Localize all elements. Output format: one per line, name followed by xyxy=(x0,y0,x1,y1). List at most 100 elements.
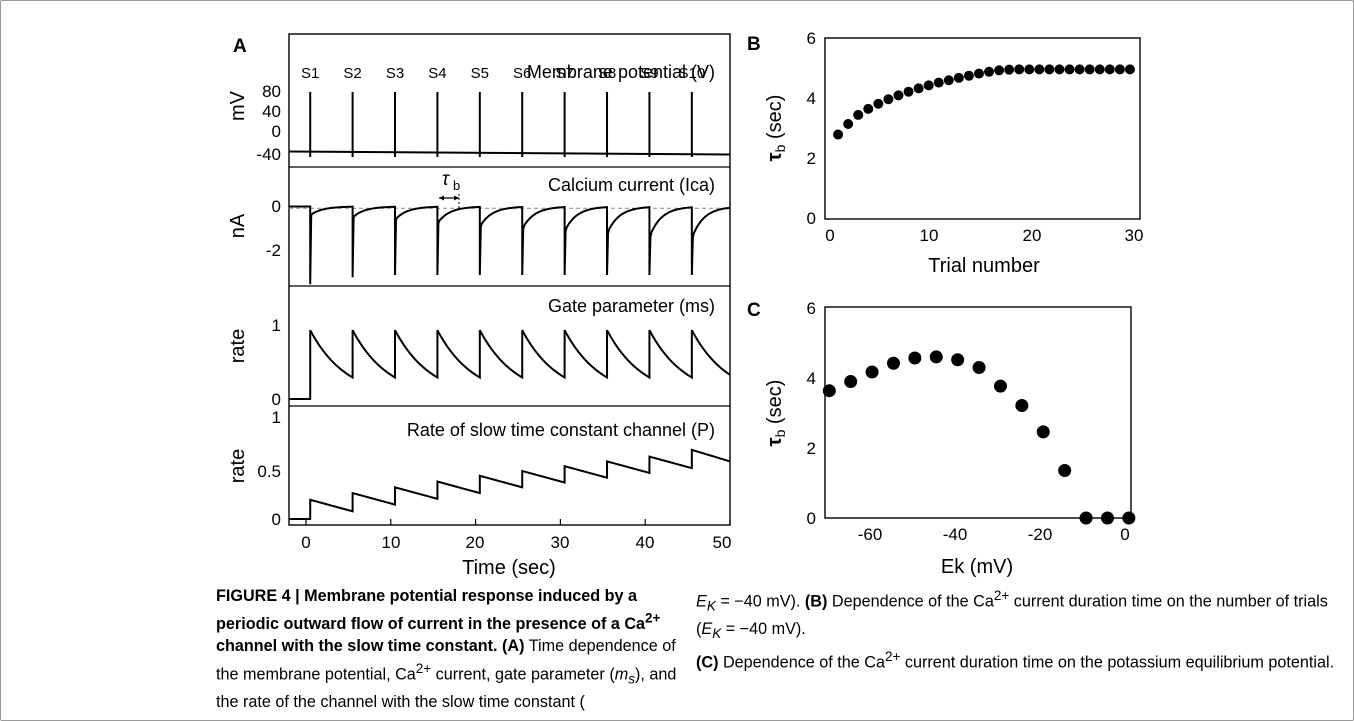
xtick-label: -40 xyxy=(943,525,968,544)
scatter-point xyxy=(1124,64,1135,75)
subplot-title-membrane: Membrane potential (V) xyxy=(527,62,715,82)
stim-label: S9 xyxy=(640,65,658,82)
ylabel-tau-b: τb (sec) xyxy=(764,95,788,162)
caption-right: EK = −40 mV). (B) Dependence of the Ca2+… xyxy=(696,588,1335,672)
ytick-label: 0 xyxy=(272,122,281,141)
subplot-title-calcium: Calcium current (Ica) xyxy=(548,175,715,195)
subplot-title-gate: Gate parameter (ms) xyxy=(548,296,715,316)
ylabel-tau-b: τb (sec) xyxy=(764,380,788,447)
scatter-point xyxy=(833,129,844,140)
ylabel-mv: mV xyxy=(227,90,249,121)
panel-c-yticks: 6 4 2 0 xyxy=(807,299,816,528)
xlabel-ek: Ek (mV) xyxy=(941,556,1013,578)
scatter-point xyxy=(1034,64,1045,75)
xtick-label: 30 xyxy=(551,533,570,552)
ylabel-na: nA xyxy=(227,213,249,238)
scatter-point xyxy=(994,65,1005,76)
scatter-point xyxy=(1004,64,1015,75)
scatter-point xyxy=(1122,511,1136,525)
panel-a-letter: A xyxy=(233,36,247,57)
scatter-point xyxy=(822,384,836,398)
scatter-point xyxy=(1074,64,1085,75)
scatter-point xyxy=(1114,64,1125,75)
scatter-point xyxy=(853,109,864,120)
ytick-label: -40 xyxy=(256,145,281,164)
xtick-label: 0 xyxy=(301,533,310,552)
stim-label: S8 xyxy=(598,65,616,82)
xtick-label: -60 xyxy=(858,525,883,544)
panel-c-points xyxy=(822,350,1136,525)
tau-symbol: τ xyxy=(442,169,451,190)
scatter-point xyxy=(951,353,965,367)
scatter-point xyxy=(1054,64,1065,75)
tau-b-annotation: τ b xyxy=(439,169,460,210)
scatter-point xyxy=(893,90,904,101)
panel-c-xticks: -60 -40 -20 0 xyxy=(858,525,1130,544)
panel-c-letter: C xyxy=(747,300,761,321)
ylabel-rate-slow: rate xyxy=(227,449,249,483)
ytick-label: 1 xyxy=(272,316,281,335)
ytick-label: 0 xyxy=(272,390,281,409)
xtick-label: 20 xyxy=(1023,226,1042,245)
caption-left: FIGURE 4 | Membrane potential response i… xyxy=(216,587,677,712)
xtick-label: 50 xyxy=(713,533,732,552)
scatter-point xyxy=(953,72,964,83)
xlabel-time: Time (sec) xyxy=(462,557,556,579)
ytick-label: 0.5 xyxy=(257,462,281,481)
scatter-point xyxy=(883,94,894,105)
tau-subscript: b xyxy=(453,178,460,193)
tau-arrowhead-left xyxy=(439,195,444,201)
scatter-point xyxy=(1044,64,1055,75)
scatter-point xyxy=(1024,64,1035,75)
xtick-label: 0 xyxy=(825,226,834,245)
scatter-point xyxy=(973,68,984,79)
stim-label: S4 xyxy=(428,65,446,82)
panel-b-frame xyxy=(824,37,1141,220)
panel-b-xticks: 0 10 20 30 xyxy=(825,226,1143,245)
ytick-label: 4 xyxy=(807,369,816,388)
panel-b-yticks: 6 4 2 0 xyxy=(807,29,816,228)
panel-b-points xyxy=(833,64,1135,140)
panel-a-xticks: 0 10 20 30 40 50 xyxy=(301,533,731,552)
scatter-point xyxy=(913,83,924,94)
scatter-point xyxy=(1036,425,1050,439)
ytick-label: 1 xyxy=(272,408,281,427)
scatter-point xyxy=(865,365,879,379)
ylabel-rate-gate: rate xyxy=(227,329,249,363)
scatter-point xyxy=(1064,64,1075,75)
scatter-point xyxy=(1100,511,1114,525)
scatter-point xyxy=(972,360,986,374)
scatter-point xyxy=(844,375,858,389)
scatter-point xyxy=(943,75,954,86)
scatter-point xyxy=(1014,64,1025,75)
scatter-point xyxy=(873,98,884,109)
scatter-point xyxy=(1079,511,1093,525)
gate-trace xyxy=(289,329,731,400)
subplot-title-slow-channel: Rate of slow time constant channel (P) xyxy=(407,420,715,440)
stim-label: S10 xyxy=(678,65,705,82)
stim-label: S1 xyxy=(301,65,319,82)
scatter-point xyxy=(1015,398,1029,412)
ytick-label: 0 xyxy=(807,209,816,228)
ytick-label: 0 xyxy=(807,509,816,528)
xtick-label: -20 xyxy=(1028,525,1053,544)
scatter-point xyxy=(1084,64,1095,75)
scatter-point xyxy=(923,80,934,91)
xtick-label: 10 xyxy=(920,226,939,245)
scatter-point xyxy=(993,379,1007,393)
scatter-point xyxy=(984,66,995,77)
stim-label: S5 xyxy=(471,65,489,82)
scatter-point xyxy=(903,86,914,97)
panel-c-frame xyxy=(824,306,1132,519)
slow-channel-trace xyxy=(289,448,731,520)
xtick-label: 10 xyxy=(382,533,401,552)
stim-label: S7 xyxy=(555,65,573,82)
calcium-trace xyxy=(289,205,731,285)
xtick-label: 30 xyxy=(1125,226,1144,245)
ytick-label: 6 xyxy=(807,299,816,318)
xtick-label: 20 xyxy=(466,533,485,552)
ytick-label: -2 xyxy=(266,241,281,260)
xtick-label: 40 xyxy=(636,533,655,552)
ytick-label: 6 xyxy=(807,29,816,48)
